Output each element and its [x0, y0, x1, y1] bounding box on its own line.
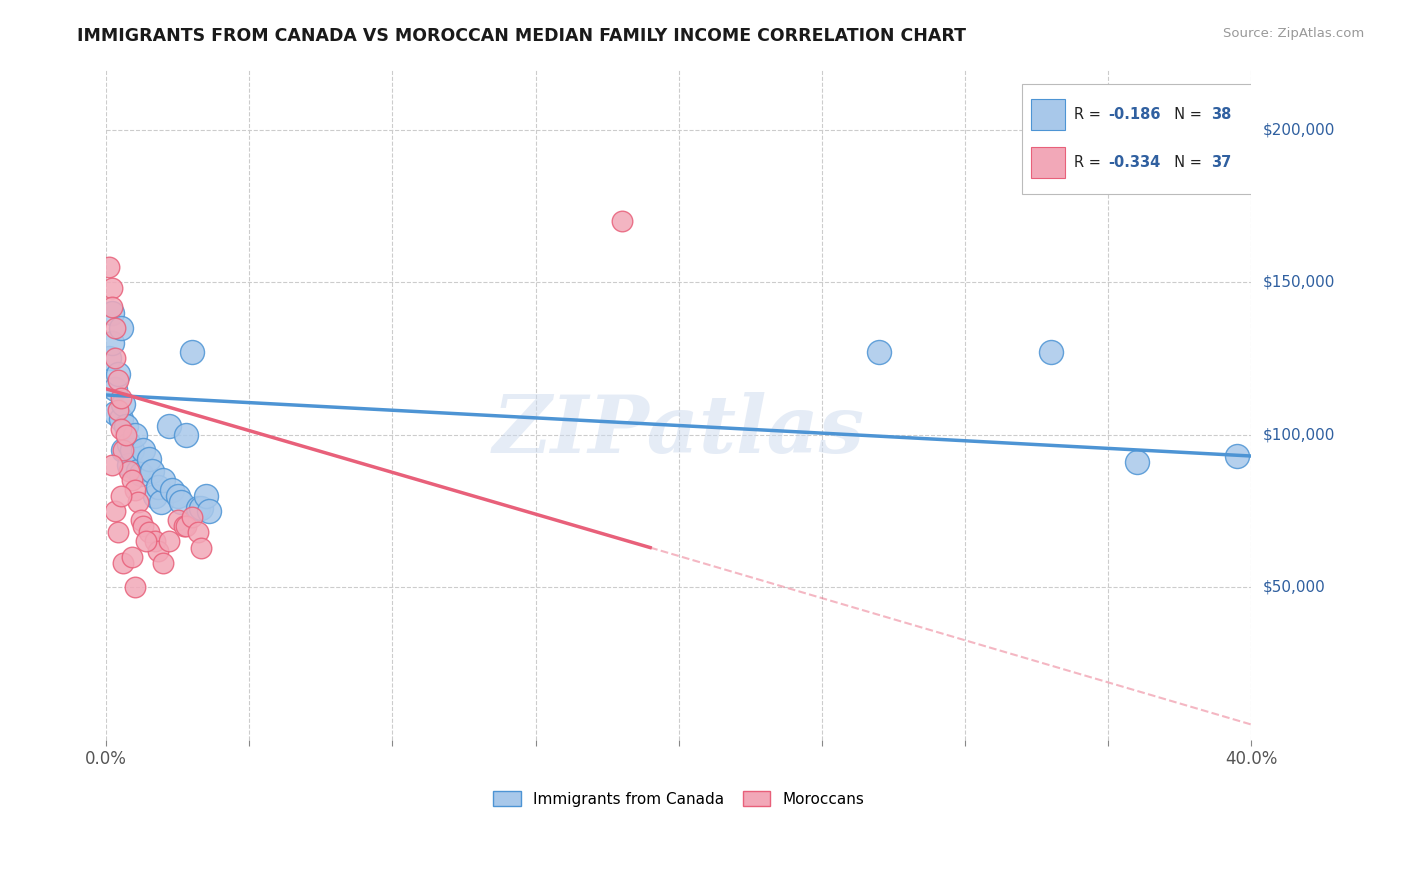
- Point: [118, 464, 141, 478]
- Text: Source: ZipAtlas.com: Source: ZipAtlas.com: [1223, 27, 1364, 40]
- Point: [143, 489, 166, 503]
- Point: [173, 519, 195, 533]
- Point: [110, 421, 132, 435]
- Point: [166, 489, 188, 503]
- Point: [124, 427, 146, 442]
- Point: [610, 214, 633, 228]
- Point: [124, 483, 146, 497]
- Point: [132, 442, 155, 457]
- Point: [110, 489, 132, 503]
- Point: [198, 504, 221, 518]
- Point: [1039, 345, 1062, 359]
- Point: [101, 300, 124, 314]
- Text: R =: R =: [1074, 155, 1105, 170]
- Point: [169, 495, 191, 509]
- Bar: [1031, 147, 1066, 178]
- Point: [112, 442, 135, 457]
- Point: [146, 543, 169, 558]
- Point: [181, 510, 204, 524]
- Point: [98, 351, 121, 366]
- Text: $150,000: $150,000: [1263, 275, 1334, 290]
- Point: [157, 534, 180, 549]
- Point: [101, 305, 124, 319]
- Point: [181, 345, 204, 359]
- Point: [107, 403, 129, 417]
- Point: [187, 500, 209, 515]
- Point: [195, 489, 218, 503]
- Point: [110, 412, 132, 426]
- Point: [1226, 449, 1249, 463]
- Point: [118, 437, 141, 451]
- Text: N =: N =: [1166, 107, 1206, 122]
- Point: [121, 549, 143, 564]
- Point: [129, 467, 152, 482]
- Point: [143, 534, 166, 549]
- Point: [868, 345, 890, 359]
- Text: -0.334: -0.334: [1108, 155, 1160, 170]
- Point: [127, 464, 149, 478]
- Point: [176, 427, 198, 442]
- Point: [104, 504, 127, 518]
- Point: [101, 281, 124, 295]
- Point: [118, 458, 141, 472]
- Point: [129, 513, 152, 527]
- Point: [104, 406, 127, 420]
- Bar: [1031, 99, 1066, 130]
- Point: [121, 474, 143, 488]
- Point: [110, 321, 132, 335]
- Point: [160, 483, 183, 497]
- Point: [115, 418, 138, 433]
- Point: [146, 479, 169, 493]
- Text: R =: R =: [1074, 107, 1105, 122]
- Point: [138, 452, 160, 467]
- Text: -0.186: -0.186: [1108, 107, 1160, 122]
- Point: [132, 519, 155, 533]
- Point: [135, 534, 157, 549]
- Point: [149, 495, 172, 509]
- Point: [127, 495, 149, 509]
- Point: [104, 351, 127, 366]
- Point: [110, 391, 132, 405]
- Legend: Immigrants from Canada, Moroccans: Immigrants from Canada, Moroccans: [488, 785, 870, 813]
- Point: [124, 580, 146, 594]
- Point: [98, 260, 121, 274]
- Point: [176, 519, 198, 533]
- Text: ZIPatlas: ZIPatlas: [492, 392, 865, 470]
- Point: [112, 556, 135, 570]
- Point: [166, 513, 188, 527]
- Point: [141, 464, 163, 478]
- Point: [1126, 455, 1149, 469]
- Text: $200,000: $200,000: [1263, 122, 1334, 137]
- Point: [112, 397, 135, 411]
- Text: $100,000: $100,000: [1263, 427, 1334, 442]
- Point: [190, 541, 212, 555]
- Point: [101, 458, 124, 472]
- Point: [157, 418, 180, 433]
- Point: [101, 336, 124, 351]
- Text: IMMIGRANTS FROM CANADA VS MOROCCAN MEDIAN FAMILY INCOME CORRELATION CHART: IMMIGRANTS FROM CANADA VS MOROCCAN MEDIA…: [77, 27, 966, 45]
- FancyBboxPatch shape: [1022, 84, 1265, 194]
- Point: [107, 525, 129, 540]
- Point: [112, 442, 135, 457]
- Point: [138, 525, 160, 540]
- Text: $50,000: $50,000: [1263, 580, 1324, 595]
- Point: [152, 556, 174, 570]
- Point: [107, 367, 129, 381]
- Text: 37: 37: [1211, 155, 1232, 170]
- Point: [152, 474, 174, 488]
- Point: [104, 321, 127, 335]
- Text: N =: N =: [1166, 155, 1206, 170]
- Point: [121, 442, 143, 457]
- Point: [190, 500, 212, 515]
- Point: [115, 427, 138, 442]
- Point: [107, 373, 129, 387]
- Point: [187, 525, 209, 540]
- Text: 38: 38: [1211, 107, 1232, 122]
- Point: [104, 382, 127, 396]
